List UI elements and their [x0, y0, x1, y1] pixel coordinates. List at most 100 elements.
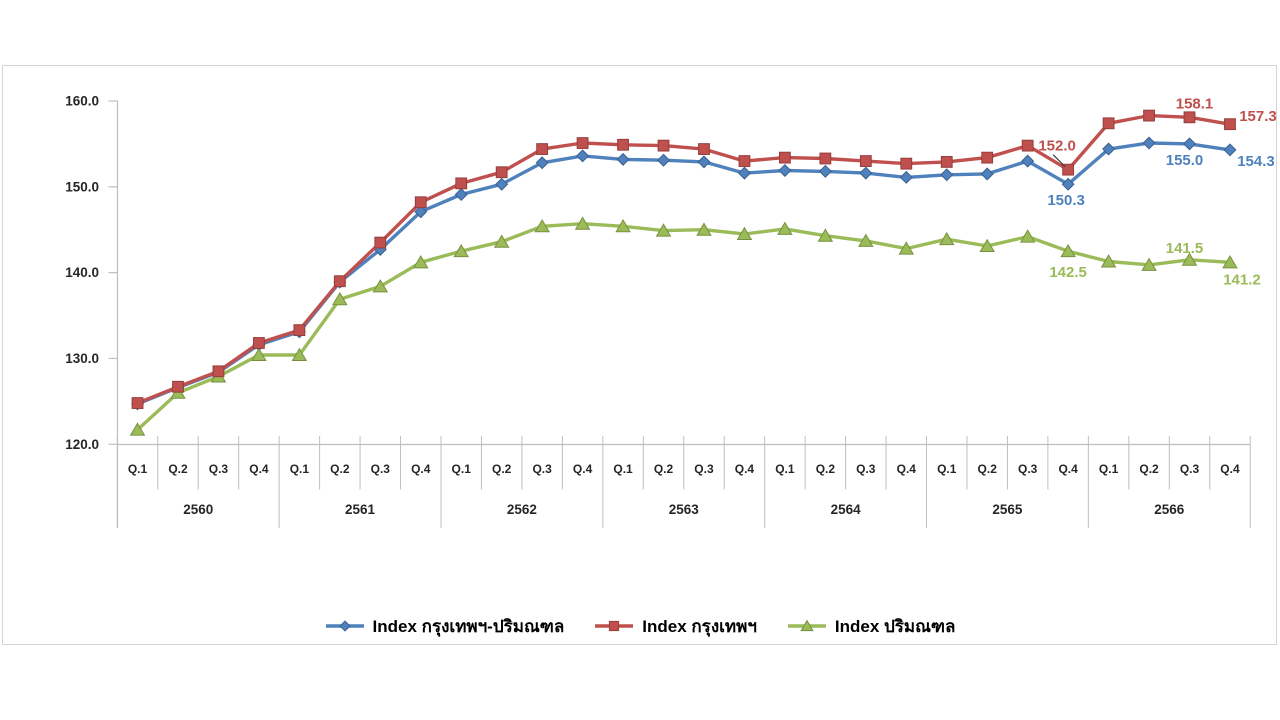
- legend-item-vicinity: Index ปริมณฑล: [787, 616, 956, 636]
- data-label: 154.3: [1237, 153, 1275, 170]
- triangle-marker: [800, 619, 814, 632]
- year-label: 2564: [831, 502, 862, 517]
- diamond-marker: [899, 170, 913, 184]
- quarter-label: Q.4: [1220, 462, 1240, 476]
- quarter-label: Q.4: [411, 462, 431, 476]
- data-label: 141.2: [1223, 271, 1261, 288]
- quarter-label: Q.1: [452, 462, 472, 476]
- series-line: [135, 113, 1232, 405]
- legend-label-vicinity: Index ปริมณฑล: [834, 616, 956, 636]
- square-marker: [859, 155, 872, 167]
- data-label: 142.5: [1049, 264, 1087, 281]
- square-marker: [779, 151, 791, 164]
- y-axis-label: 140.0: [65, 265, 99, 280]
- triangle-marker: [412, 255, 429, 269]
- triangle-marker: [696, 222, 712, 236]
- triangle-marker: [251, 347, 267, 362]
- quarter-label: Q.1: [613, 462, 633, 476]
- diamond-marker: [414, 205, 428, 219]
- quarter-label: Q.2: [654, 462, 674, 476]
- square-marker: [1102, 117, 1115, 130]
- triangle-marker: [372, 279, 389, 293]
- square-marker: [414, 196, 427, 209]
- legend-label-bkk-vicinity: Index กรุงเทพฯ-ปริมณฑล: [372, 616, 565, 636]
- diamond-marker: [338, 620, 351, 632]
- diamond-marker: [454, 188, 468, 202]
- square-marker: [819, 152, 832, 165]
- square-marker: [576, 137, 589, 149]
- diamond-marker: [737, 166, 751, 180]
- diamond-marker: [859, 166, 873, 180]
- diamond-marker: [1061, 177, 1075, 191]
- triangle-marker: [1181, 252, 1198, 266]
- green-triangle-legend-icon: [787, 619, 826, 632]
- diamond-marker: [657, 153, 671, 167]
- quarter-label: Q.4: [249, 462, 269, 476]
- quarter-label: Q.2: [1139, 462, 1159, 476]
- series-line: [135, 221, 1232, 432]
- square-marker: [1021, 139, 1034, 152]
- data-label: 150.3: [1047, 192, 1085, 209]
- square-marker: [1143, 109, 1155, 122]
- data-label: 157.3: [1239, 108, 1277, 125]
- diamond-marker: [778, 164, 792, 178]
- diamond-marker: [535, 156, 549, 170]
- square-marker: [617, 138, 629, 151]
- blue-diamond-legend-icon: [325, 620, 364, 632]
- square-marker: [698, 143, 710, 155]
- legend-item-bkk: Index กรุงเทพฯ: [594, 618, 757, 635]
- square-marker: [657, 139, 670, 152]
- quarter-label: Q.1: [775, 462, 795, 476]
- triangle-marker: [1222, 255, 1238, 269]
- data-label: 141.5: [1166, 240, 1204, 257]
- triangle-marker: [1100, 254, 1117, 268]
- triangle-marker: [291, 347, 308, 362]
- quarter-label: Q.3: [694, 462, 714, 476]
- data-label: 158.1: [1176, 95, 1214, 112]
- diamond-marker: [697, 155, 711, 169]
- square-marker: [253, 337, 265, 349]
- quarter-label: Q.4: [573, 462, 593, 476]
- annotation-leader-line: [1052, 154, 1066, 168]
- y-axis-label: 150.0: [65, 179, 99, 194]
- quarter-label: Q.2: [492, 462, 512, 476]
- square-marker: [131, 397, 144, 409]
- diamond-marker: [1142, 136, 1156, 150]
- year-label: 2560: [183, 502, 213, 517]
- triangle-marker: [453, 243, 469, 258]
- diamond-marker: [1183, 137, 1197, 151]
- quarter-label: Q.3: [1180, 462, 1200, 476]
- y-axis-label: 120.0: [65, 437, 99, 452]
- triangle-marker: [938, 231, 955, 246]
- triangle-marker: [534, 218, 550, 233]
- square-marker: [455, 177, 468, 190]
- y-axis-label: 130.0: [65, 351, 99, 366]
- quarter-label: Q.2: [978, 462, 998, 476]
- triangle-marker: [1060, 243, 1076, 258]
- triangle-marker: [493, 234, 510, 248]
- quarter-label: Q.1: [1099, 462, 1119, 476]
- data-label: 155.0: [1166, 152, 1204, 169]
- square-marker: [940, 156, 953, 168]
- series-square: [131, 109, 1236, 409]
- square-marker: [1224, 118, 1236, 131]
- diamond-marker: [576, 149, 590, 163]
- diamond-marker: [495, 177, 509, 191]
- triangle-marker: [898, 241, 915, 255]
- legend: Index กรุงเทพฯ-ปริมณฑล Index กรุงเทพฯ In…: [0, 611, 1280, 641]
- triangle-marker: [615, 218, 631, 233]
- diamond-marker: [1021, 154, 1035, 168]
- quarter-label: Q.1: [128, 462, 148, 476]
- triangle-marker: [1141, 257, 1157, 271]
- diamond-marker: [940, 168, 954, 182]
- triangle-marker: [129, 422, 146, 436]
- quarter-label: Q.3: [532, 462, 552, 476]
- quarter-label: Q.4: [1058, 462, 1078, 476]
- triangle-marker: [574, 216, 591, 230]
- triangle-marker: [1019, 229, 1036, 243]
- red-square-legend-icon: [595, 620, 634, 632]
- square-marker: [495, 166, 508, 179]
- diamond-marker: [1102, 142, 1116, 156]
- square-marker: [212, 365, 225, 378]
